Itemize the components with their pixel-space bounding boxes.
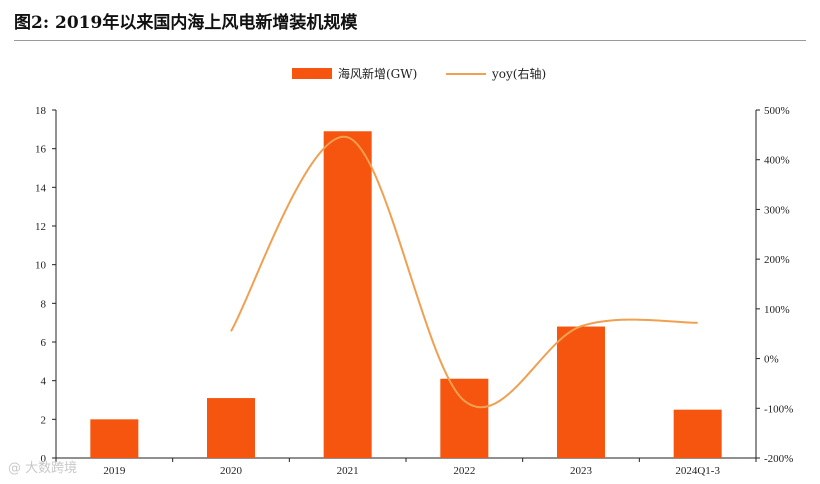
bar-2024Q1-3	[673, 409, 722, 458]
bar-2019	[90, 419, 139, 458]
title-divider	[14, 40, 806, 41]
bar-2022	[440, 378, 489, 458]
right-tick-label: 200%	[764, 254, 790, 266]
legend-bar-swatch	[292, 68, 332, 79]
right-tick-label: 400%	[764, 155, 790, 167]
right-tick-label: 0%	[764, 354, 779, 366]
right-tick-label: 100%	[764, 304, 790, 316]
bar-2023	[557, 326, 605, 458]
left-tick-label: 10	[35, 260, 47, 272]
right-tick-label: 500%	[764, 105, 790, 117]
left-tick-label: 2	[41, 414, 47, 426]
left-tick-label: 12	[35, 221, 46, 233]
right-tick-label: -100%	[764, 403, 793, 415]
left-tick-label: 6	[41, 337, 47, 349]
left-tick-label: 8	[41, 298, 47, 310]
left-tick-label: 4	[41, 376, 47, 388]
bar-series	[90, 131, 722, 458]
bar-2020	[207, 398, 255, 458]
left-tick-label: 18	[35, 105, 47, 117]
chart-legend: 海风新增(GW) yoy(右轴)	[292, 66, 546, 81]
legend-bar-label: 海风新增(GW)	[338, 66, 417, 81]
legend-line-label: yoy(右轴)	[491, 66, 546, 81]
x-tick-label: 2019	[103, 465, 126, 477]
chart-axes: 0 2 4 6 8 10 12 14 16 18 -200% -100% 0% 100% 200% 300% 4…	[35, 105, 793, 477]
left-tick-label: 16	[35, 144, 47, 156]
yoy-line-series	[230, 136, 698, 409]
right-tick-label: 300%	[764, 204, 790, 216]
figure-title: 图2: 2019年以来国内海上风电新增装机规模	[14, 13, 358, 33]
yoy-line-path	[230, 136, 698, 409]
bar-2021	[323, 131, 372, 458]
x-tick-label: 2023	[570, 465, 593, 477]
watermark-text: @ 大数跨境	[8, 461, 77, 476]
left-tick-label: 0	[41, 453, 47, 465]
right-tick-label: -200%	[764, 453, 793, 465]
x-tick-label: 2020	[220, 465, 243, 477]
left-tick-label: 14	[35, 182, 47, 194]
x-tick-label: 2021	[337, 465, 359, 477]
x-tick-label: 2024Q1-3	[675, 465, 720, 477]
x-tick-label: 2022	[453, 465, 475, 477]
